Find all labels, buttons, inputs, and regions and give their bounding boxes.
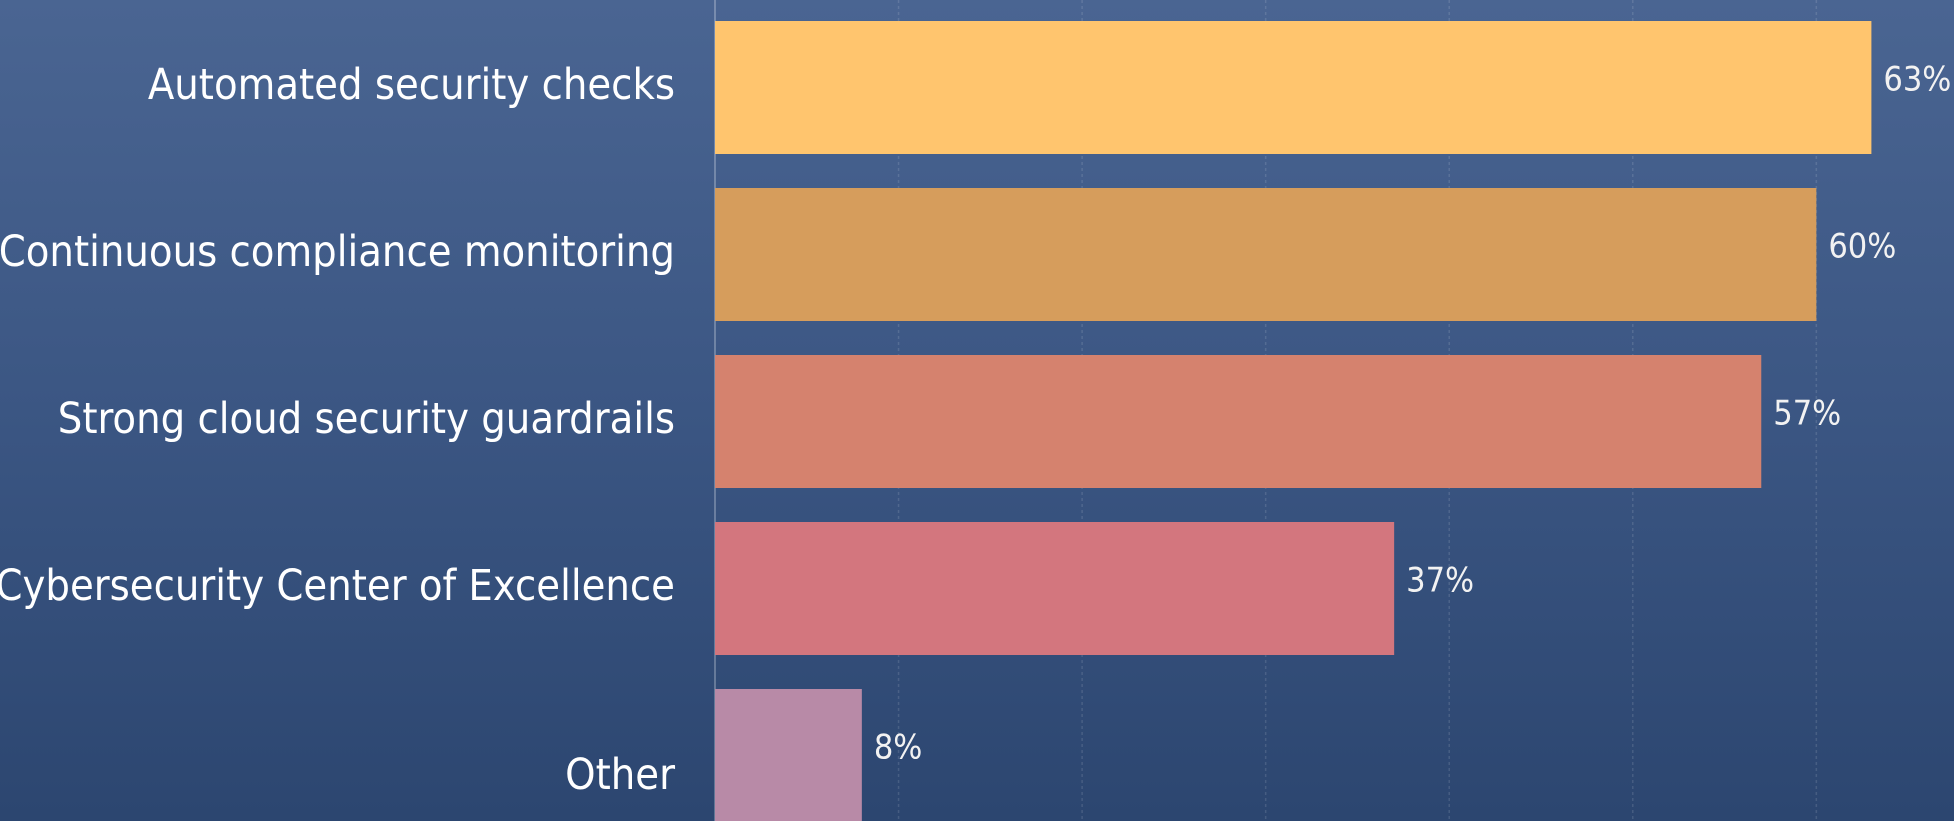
- bar: [715, 21, 1872, 154]
- bar: [715, 689, 862, 821]
- value-label: 60%: [1828, 226, 1896, 266]
- category-label: Automated security checks: [148, 60, 675, 110]
- value-label: 8%: [874, 727, 923, 767]
- value-label: 63%: [1883, 59, 1951, 99]
- category-label: Cybersecurity Center of Excellence: [0, 561, 675, 611]
- bar: [715, 522, 1395, 655]
- bar: [715, 355, 1762, 488]
- category-label: Strong cloud security guardrails: [58, 394, 675, 444]
- category-label: Other: [565, 750, 675, 800]
- category-label: Continuous compliance monitoring: [0, 227, 675, 277]
- value-label: 57%: [1773, 393, 1841, 433]
- value-label: 37%: [1406, 560, 1474, 600]
- bar: [715, 188, 1817, 321]
